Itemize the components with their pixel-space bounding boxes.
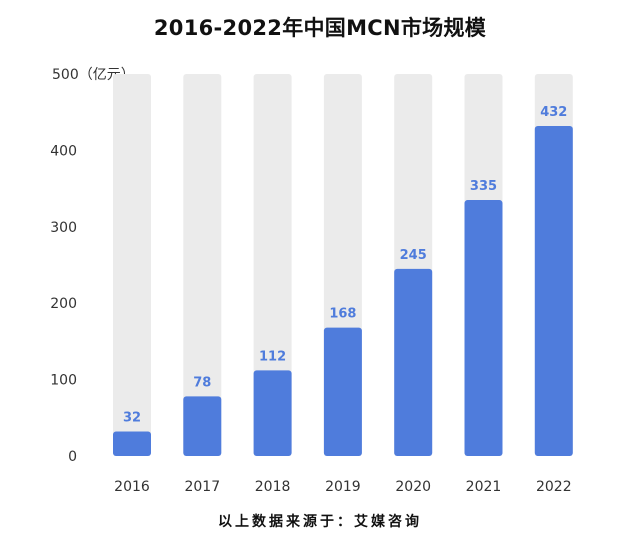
bar (323, 327, 362, 456)
bar-value-label: 112 (259, 349, 286, 364)
x-tick-label: 2019 (325, 479, 361, 495)
chart-title: 2016-2022年中国MCN市场规模 (153, 16, 487, 40)
bar (464, 200, 503, 456)
x-tick-label: 2020 (395, 479, 431, 495)
bar-value-label: 432 (540, 105, 567, 120)
x-tick-label: 2016 (114, 479, 150, 495)
x-axis-ticks: 2016 2017 2018 2019 2020 2021 2022 (114, 479, 571, 495)
x-tick-label: 2022 (536, 479, 572, 495)
y-tick-label: 300 (50, 220, 77, 236)
x-tick-label: 2018 (255, 479, 291, 495)
bar-background (183, 74, 222, 456)
bar-value-label: 168 (329, 307, 356, 322)
y-tick-label: 200 (50, 296, 77, 312)
x-tick-label: 2021 (466, 479, 502, 495)
bar-value-label: 335 (470, 179, 497, 194)
bar-background (113, 74, 151, 456)
y-tick-label: 100 (50, 373, 77, 389)
bar-value-label: 245 (400, 248, 427, 263)
y-tick-label: 400 (50, 143, 77, 159)
x-tick-label: 2017 (184, 479, 220, 495)
y-tick-label: 0 (68, 449, 77, 465)
source-note: 以上数据来源于：艾媒咨询 (218, 514, 422, 530)
bar (253, 370, 292, 456)
bar (113, 431, 151, 456)
bar-background (253, 74, 292, 456)
bars (113, 125, 573, 457)
bar-value-label: 78 (193, 375, 211, 390)
bar (394, 268, 433, 456)
value-labels: 32 78 112 168 245 335 432 (123, 105, 567, 426)
bar (183, 396, 222, 456)
bar-value-label: 32 (123, 411, 141, 426)
bar (534, 125, 573, 457)
